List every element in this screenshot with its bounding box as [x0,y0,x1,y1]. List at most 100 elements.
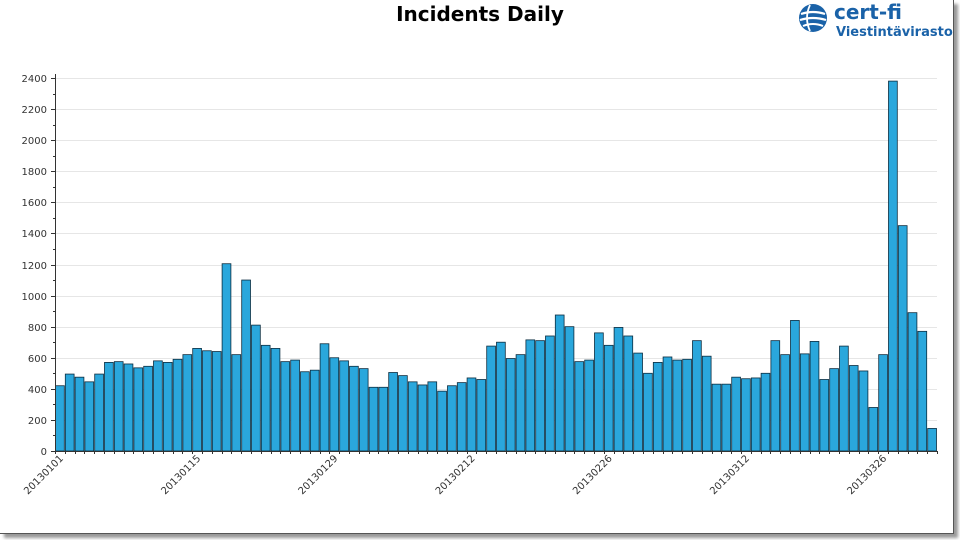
bar [349,365,359,452]
bar [554,314,565,452]
bar [858,370,869,452]
bar [260,344,271,452]
bar [202,350,212,452]
y-tick-label: 600 [28,354,47,365]
bar [300,371,310,452]
bar [672,359,683,452]
bar [770,340,781,452]
bar [574,361,585,452]
bar [505,358,516,452]
bar [368,386,379,452]
bar [535,340,545,452]
bar [594,332,604,452]
bar [407,381,418,452]
bar [868,407,879,452]
bar [545,335,555,452]
bar [927,428,937,452]
bar [182,354,193,452]
bar [427,381,438,452]
y-tick-label: 1400 [22,229,47,240]
x-axis-ticks: 20130101 20130115 20130129 20130212 20130226… [22,451,938,497]
bar [437,390,447,452]
bar [760,372,771,452]
bar [829,368,839,452]
bar [270,348,281,452]
bar [780,354,790,452]
bar [55,385,65,452]
x-tick-label: 20130312 [708,453,752,497]
y-axis-ticks: 0 200 400 600 800 1000 1200 1400 1600 1800 2000 220… [22,74,55,458]
bars [55,80,937,452]
bar [525,339,536,452]
y-tick-label: 1000 [22,292,47,303]
bar [153,360,163,452]
bar [496,341,506,452]
x-tick-label: 20130226 [571,453,615,497]
bar [515,354,526,452]
bar [819,379,830,452]
x-tick-label: 20130129 [297,453,341,497]
bar [888,80,898,452]
bar [897,225,908,452]
bar [319,343,330,452]
bar [907,312,918,452]
bar [741,378,751,452]
bar [878,354,888,452]
bar [721,383,732,452]
bar [123,363,134,452]
bar [584,359,594,452]
bar [358,368,369,452]
bar [633,352,643,452]
bar [94,373,104,452]
x-tick-label: 20130326 [845,453,889,497]
bar [643,372,653,452]
bar [456,382,467,452]
globe-icon [799,4,827,32]
y-tick-label: 2000 [22,136,47,147]
bar [309,369,320,452]
bar [564,326,575,452]
bar [280,361,291,452]
bar [701,355,712,452]
y-tick-label: 800 [28,323,47,334]
bar [750,377,761,452]
bar [790,320,800,452]
bar [231,354,242,452]
bar [172,358,183,452]
bar [476,379,487,452]
bar [447,385,457,452]
y-tick-label: 0 [41,447,47,458]
bar [251,324,261,452]
y-tick-label: 1600 [22,198,47,209]
grid-lines [55,78,937,421]
bar [682,358,692,452]
bar [143,365,153,452]
bar [221,263,232,452]
bar [839,345,849,452]
logo-subtitle: Viestintävirasto [836,25,953,40]
logo-name: cert-fi [834,0,902,24]
bar [731,376,741,452]
bar [711,383,722,452]
bar [64,373,75,452]
bar [329,357,340,452]
bar [398,375,408,452]
y-tick-label: 2400 [22,74,47,85]
y-tick-label: 1800 [22,167,47,178]
y-tick-label: 1200 [22,261,47,272]
y-tick-label: 2200 [22,105,47,116]
bar [104,362,114,452]
x-tick-label: 20130212 [434,453,478,497]
bar [192,348,202,452]
y-tick-label: 400 [28,385,47,396]
y-tick-label: 200 [28,416,47,427]
bar [623,335,634,452]
bar [486,345,496,452]
bar [113,361,124,452]
bar [388,372,398,452]
bar [652,362,663,452]
bar [603,344,614,452]
bar [692,340,702,452]
x-tick-label: 20130115 [159,453,203,497]
